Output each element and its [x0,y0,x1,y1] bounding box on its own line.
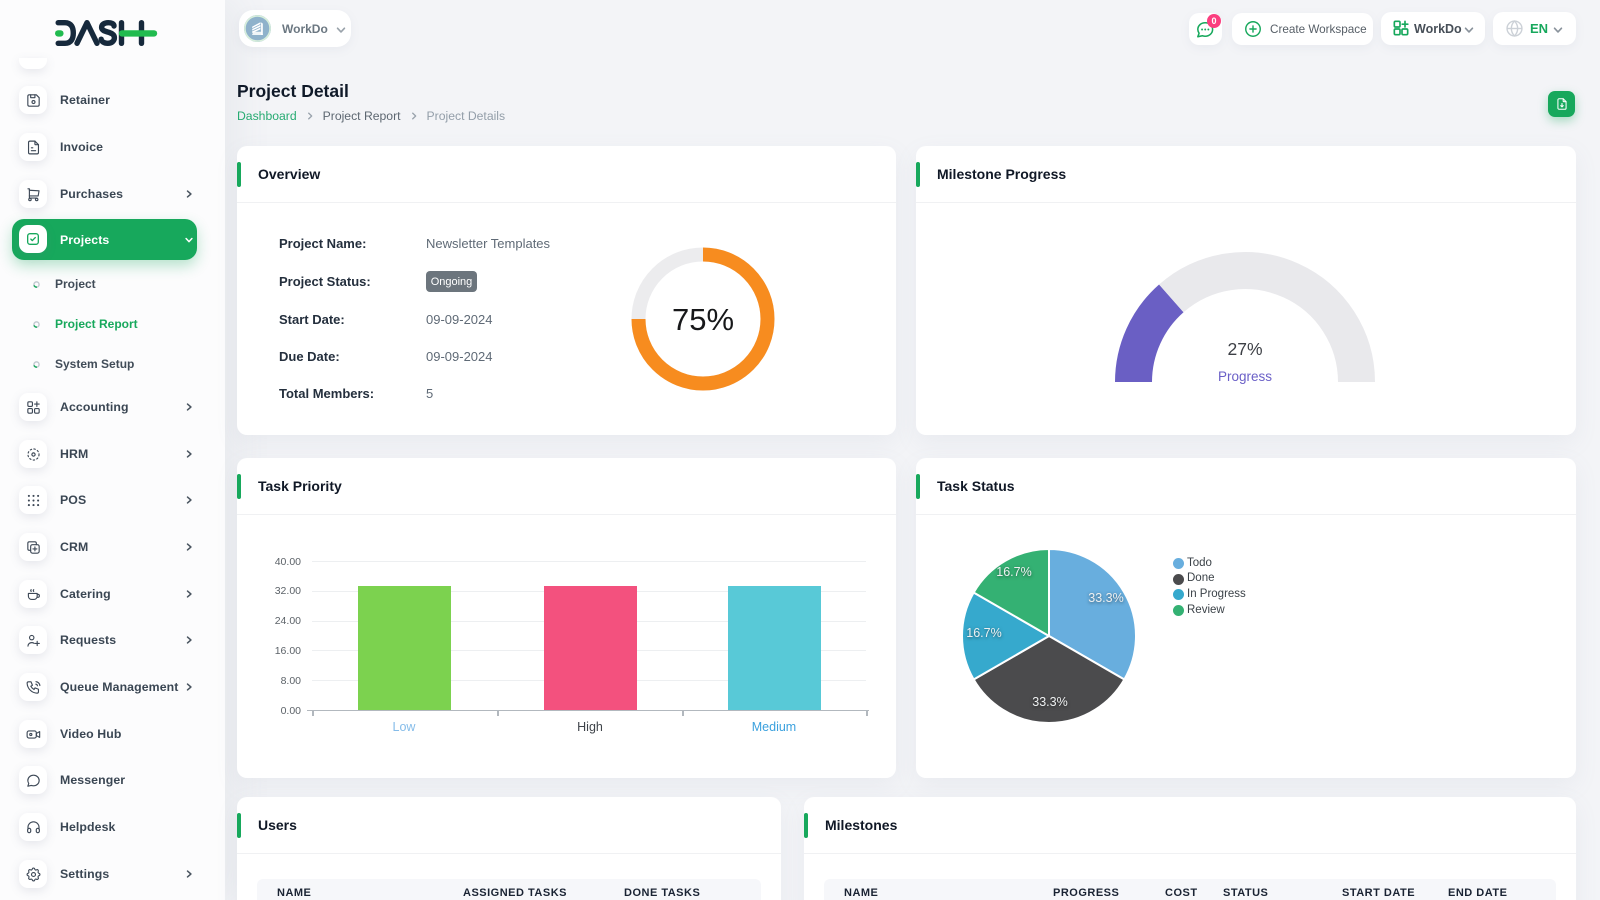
svg-text:33.3%: 33.3% [1032,695,1067,709]
svg-text:33.3%: 33.3% [1088,591,1123,605]
svg-text:16.7%: 16.7% [966,626,1001,640]
svg-text:16.7%: 16.7% [996,565,1031,579]
